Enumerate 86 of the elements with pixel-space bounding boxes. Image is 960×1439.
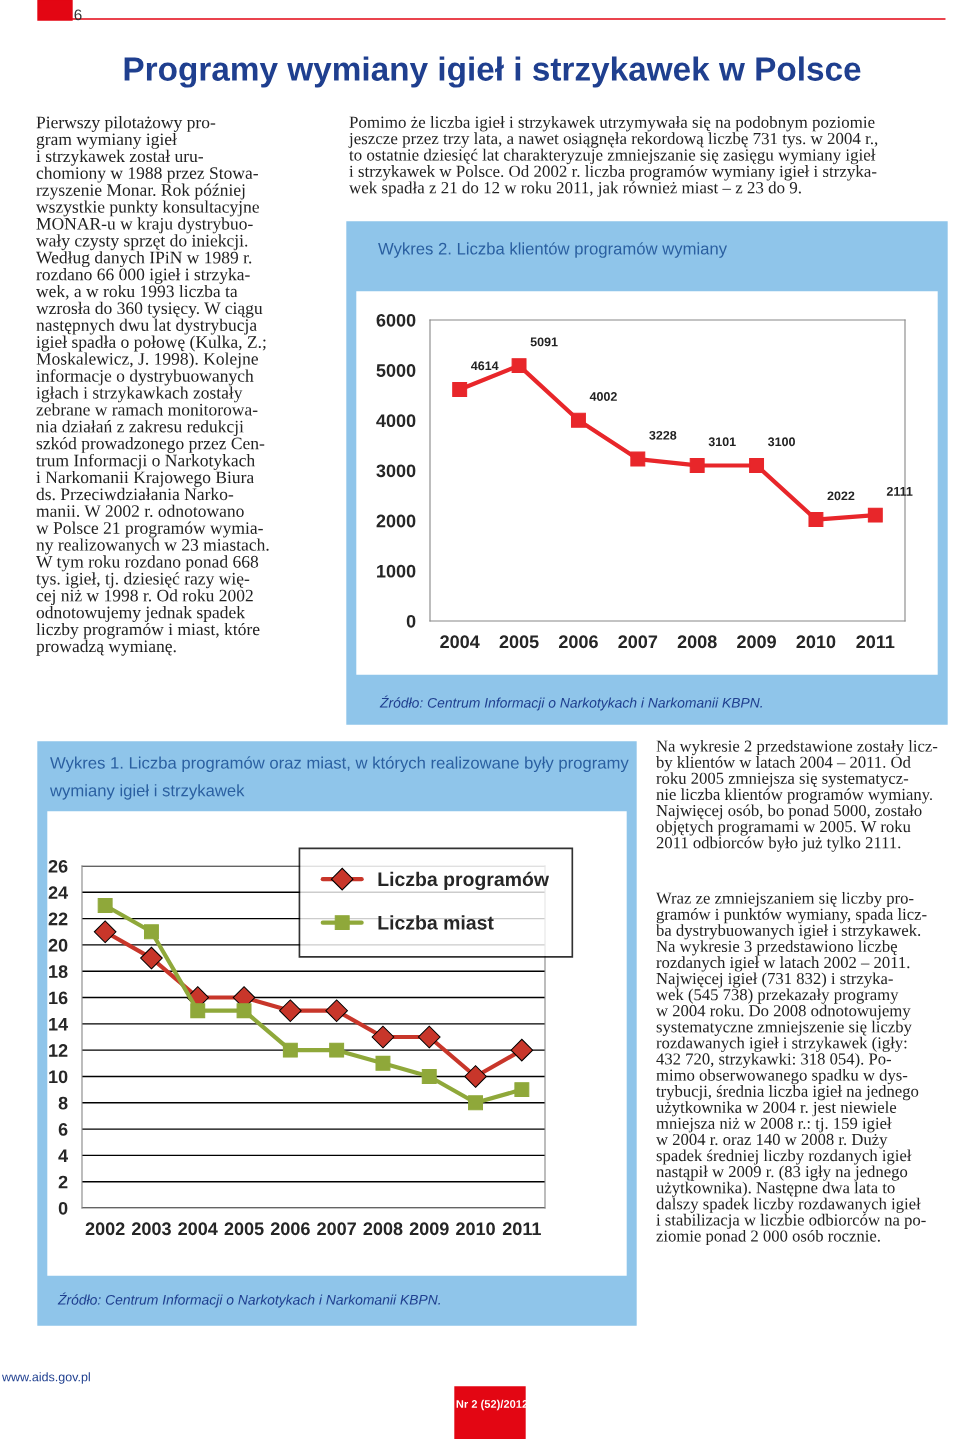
text: www.aids.gov.pl [1,1372,90,1384]
point [464,1065,487,1088]
y-tick-label: 10 [49,1070,68,1084]
x-tick-label: 2006 [558,635,598,649]
point [468,1095,484,1111]
point [570,412,586,428]
point [93,920,117,944]
text: 6 [74,9,82,21]
y-tick-label: 0 [58,1201,68,1215]
point [375,1055,391,1071]
x-tick-label: 2010 [456,1222,495,1236]
point [808,512,824,528]
x-tick-label: 2008 [677,635,717,649]
legend-label: Liczba miast [378,915,494,930]
y-tick-label: 18 [49,965,68,978]
x-tick-label: 2008 [363,1222,403,1236]
x-tick-label: 2007 [317,1222,356,1236]
x-tick-label: 2010 [796,635,836,649]
point [371,1025,395,1049]
y-tick-label: 6 [58,1123,68,1136]
y-tick-label: 12 [49,1044,68,1057]
y-tick-label: 26 [48,859,68,873]
y-tick-label: 1000 [377,564,416,578]
point [452,382,468,397]
point [510,1038,534,1062]
x-tick-label: 2011 [856,635,895,649]
point [190,1003,206,1019]
x-tick-label: 2002 [85,1222,125,1236]
text: Źródło: Centrum Informacji o Narkotykach i Narkomanii KBPN. [379,695,762,711]
y-tick-label: 22 [48,912,68,926]
y-tick-label: 2 [58,1175,68,1189]
y-tick-label: 3000 [376,464,416,478]
point [630,451,646,467]
x-tick-label: 2005 [224,1222,264,1236]
data-label: 4002 [589,392,617,401]
x-tick-label: 2009 [737,635,776,649]
text: Programy wymiany igieł i strzykawek w Polsce [124,56,861,88]
chart-title: Wykres 1. Liczba programów oraz miast, w których realizowane były programy wymiany igieł i strzykawek [49,756,629,800]
point [329,1042,345,1058]
point [417,1025,441,1049]
y-tick-label: 4 [58,1149,69,1162]
data-label: 2022 [827,491,855,501]
point [514,1082,530,1098]
data-label: 5091 [530,337,558,347]
point [325,999,348,1023]
y-tick-label: 14 [49,1017,69,1031]
chart-title: Wykres 2. Liczba klientów programów wymiany [378,242,728,258]
text: Na wykresie 2 przedstawione zostały licz- by klientów w latach 2004 – 2011. Od roku 2005 zmniejsza się systematycz- nie liczba klientów programów wymiany. Najwięcej osób, bo ponad 5000, zostało objętych programami w 2005. W roku 2011 odbiorców było już tylko 2111. [656,740,938,852]
y-tick-label: 16 [49,991,68,1005]
point [236,1003,252,1019]
y-tick-label: 8 [58,1096,68,1110]
data-label: 3101 [708,437,736,447]
y-tick-label: 4000 [376,414,416,428]
x-tick-label: 2003 [132,1222,171,1236]
y-tick-label: 5000 [376,364,416,377]
text: Pierwszy pilotażowy pro- gram wymiany igieł i strzykawek został uru- chomiony w 1988 przez Stowa- rzyszenie Monar. Rok później wszystkie punkty konsultacyjne MONAR-u w kraju dystrybuo- wały czysty sprzęt do iniekcji. Według danych IPiN w 1989 r. rozdano 66 000 igieł i strzyka- wek, a w roku 1993 liczba ta wzrosła do 360 tysięcy. W ciągu następnych dwu lat dystrybucja igieł spadła o połowę (Kulka, Z.; Moskalewicz, J. 1998). Kolejne informacje o dystrybuowanych igłach i strzykawkach zostały zebrane w ramach monitorowa- nia działań z zakresu redukcji szkód prowadzonego przez Cen- trum Informacji o Narkotykach i Narkomanii Krajowego Biura ds. Przeciwdziałania Narko- manii. W 2002 r. odnotowano w Polsce 21 programów wymia- ny realizowanych w 23 miastach. W tym roku rozdano ponad 668 tys. igieł, tj. dziesięć razy wię- cej niż w 1998 r. Od roku 2002 odnotowujemy jednak spadek liczby programów i miast, które prowadzą wymianę. [36,116,269,656]
y-tick-label: 24 [48,886,69,899]
point [421,1069,437,1084]
x-tick-label: 2006 [270,1222,310,1236]
legend-label: Liczba programów [378,871,550,891]
text: Wraz ze zmniejszaniem się liczby pro- gramów i punktów wymiany, spada licz- ba dystrybuowanych igieł i strzykawek. Na wykresie 3 przedstawiono liczbę rozdanych igieł w latach 2002 – 2011. Najwięcej igieł (731 832) i strzyka- wek (545 738) przekazały programy w 2004 roku. Do 2008 odnotowujemy systematyczne zmniejszenie się liczby rozdawanych igieł i strzykawek (igły: 432 720, strzykawki: 318 054). Po- mimo obserwowanego spadku w dys- trybucji, średnia liczba igieł na jednego użytkownika w 2004 r. jest niewiele mniejsza niż w 2008 r.: tj. 159 igieł w 2004 r. oraz 140 w 2008 r. Duży spadek średniej liczby rozdanych igieł nastąpił w 2009 r. (83 igły na jednego użytkownika). Następne dwa lata to dalszy spadek liczby rozdawanych igieł i stabilizacja w liczbie odbiorców na po- ziomie ponad 2 000 osób rocznie. [656,892,927,1246]
point [511,358,527,374]
data-label: 2111 [886,486,913,496]
point [867,507,883,523]
x-tick-label: 2005 [499,635,539,649]
y-tick-label: 0 [406,614,416,628]
x-tick-label: 2004 [440,635,480,649]
x-tick-label: 2004 [178,1222,218,1236]
point [97,898,113,913]
data-label: 3100 [767,437,795,447]
point [749,458,765,473]
y-tick-label: 6000 [376,313,416,327]
y-tick-label: 20 [48,938,68,952]
x-tick-label: 2011 [502,1222,541,1236]
point [140,946,163,970]
data-label: 3228 [649,430,677,440]
point [143,924,159,940]
text: Źródło: Centrum Informacji o Narkotykach i Narkomanii KBPN. [57,1292,440,1308]
point [282,1042,298,1058]
y-tick-label: 2000 [376,514,416,528]
point [689,457,705,473]
text: Pomimo że liczba igieł i strzykawek utrzymywała się na podobnym poziomie jeszcze przez trzy lata, a nawet osiągnęła rekordową liczbę 731 tys. w 2004 r., to ostatnie dziesięć lat charakteryzuje zmniejszanie się zasięgu wymiany igieł i strzykawek w Polsce. Od 2002 r. liczba programów wymiany igieł i strzyka- wek spadła z 21 do 12 w roku 2011, jak również miast – z 23 do 9. [348,116,878,197]
data-label: 4614 [470,361,499,371]
x-tick-label: 2007 [618,635,658,649]
point [279,999,302,1023]
x-tick-label: 2009 [409,1222,449,1236]
